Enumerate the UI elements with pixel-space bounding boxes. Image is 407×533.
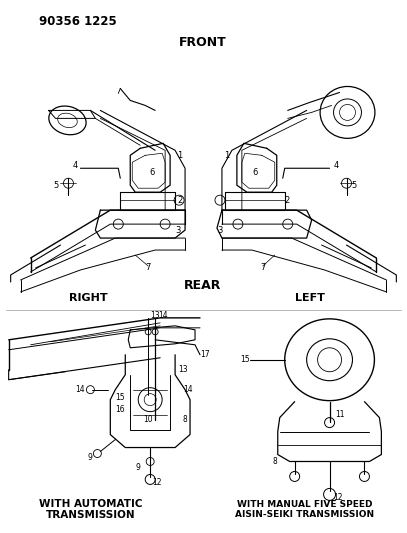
Text: 6: 6 [149, 168, 155, 177]
Text: 90356 1225: 90356 1225 [39, 15, 116, 28]
Text: 2: 2 [284, 196, 289, 205]
Text: 11: 11 [335, 410, 344, 419]
Text: 12: 12 [152, 478, 162, 487]
Text: 2: 2 [177, 196, 183, 205]
Text: 14: 14 [158, 311, 168, 320]
Text: 1: 1 [224, 151, 230, 160]
Text: 16: 16 [116, 405, 125, 414]
Text: FRONT: FRONT [179, 36, 227, 49]
Text: 14: 14 [183, 385, 193, 394]
Text: LEFT: LEFT [295, 293, 324, 303]
Text: 3: 3 [175, 225, 181, 235]
Text: 14: 14 [76, 385, 85, 394]
Text: WITH AUTOMATIC
TRANSMISSION: WITH AUTOMATIC TRANSMISSION [39, 498, 142, 520]
Text: WITH MANUAL FIVE SPEED
AISIN-SEIKI TRANSMISSION: WITH MANUAL FIVE SPEED AISIN-SEIKI TRANS… [235, 499, 374, 519]
Text: 10: 10 [143, 415, 153, 424]
Text: 9: 9 [88, 453, 93, 462]
Text: 1: 1 [177, 151, 183, 160]
Text: 6: 6 [252, 168, 258, 177]
Text: 8: 8 [183, 415, 188, 424]
Text: 17: 17 [200, 350, 210, 359]
Text: 5: 5 [53, 181, 58, 190]
Text: REAR: REAR [184, 279, 222, 293]
Text: 9: 9 [136, 463, 141, 472]
Text: 4: 4 [334, 161, 339, 170]
Text: 8: 8 [272, 457, 277, 466]
Text: 4: 4 [73, 161, 78, 170]
Text: 13: 13 [178, 365, 188, 374]
Text: 3: 3 [217, 225, 223, 235]
Text: 12: 12 [333, 493, 342, 502]
Text: RIGHT: RIGHT [69, 293, 108, 303]
Text: 13: 13 [150, 311, 160, 320]
Text: 7: 7 [145, 263, 151, 272]
Text: 5: 5 [352, 181, 357, 190]
Text: 15: 15 [116, 393, 125, 402]
Text: 7: 7 [260, 263, 265, 272]
Text: 15: 15 [240, 356, 249, 364]
